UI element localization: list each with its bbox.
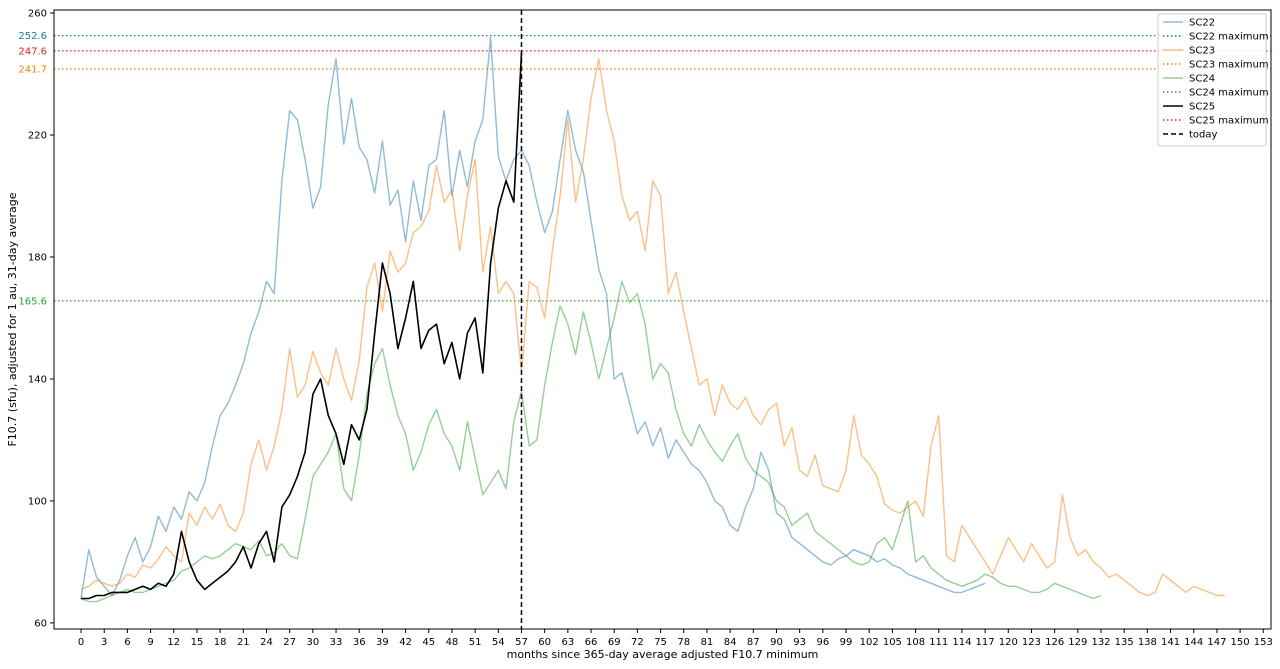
x-tick-label: 126 bbox=[1045, 637, 1064, 648]
x-tick-label: 117 bbox=[976, 637, 995, 648]
x-tick-label: 3 bbox=[101, 637, 107, 648]
axis-ticks: 0 3 6 9 12 15 18 21 24 27 30 33 36 39 42 45 48 51 54 57 60 63… bbox=[28, 9, 1273, 648]
x-tick-label: 75 bbox=[654, 637, 667, 648]
x-tick-label: 153 bbox=[1254, 637, 1273, 648]
x-tick-label: 63 bbox=[561, 637, 574, 648]
x-tick-label: 69 bbox=[608, 637, 621, 648]
x-tick-label: 33 bbox=[330, 637, 343, 648]
x-tick-label: 78 bbox=[677, 637, 690, 648]
y-axis-label: F10.7 (sfu), adjusted for 1 au, 31-day a… bbox=[6, 192, 19, 446]
x-tick-label: 9 bbox=[147, 637, 153, 648]
x-tick-label: 144 bbox=[1184, 637, 1203, 648]
y-tick-label: 260 bbox=[28, 9, 47, 20]
x-tick-label: 27 bbox=[283, 637, 296, 648]
x-tick-label: 54 bbox=[492, 637, 505, 648]
x-tick-label: 141 bbox=[1161, 637, 1180, 648]
plot-area-frame bbox=[53, 9, 1272, 630]
maximum-value-label: 247.6 bbox=[18, 46, 47, 57]
legend-label: today bbox=[1189, 130, 1218, 141]
x-tick-label: 96 bbox=[816, 637, 829, 648]
x-tick-label: 123 bbox=[1022, 637, 1041, 648]
x-tick-label: 48 bbox=[446, 637, 459, 648]
legend-label: SC25 maximum bbox=[1189, 116, 1269, 127]
x-tick-label: 66 bbox=[585, 637, 598, 648]
x-tick-label: 102 bbox=[860, 637, 879, 648]
legend-label: SC24 bbox=[1189, 74, 1215, 85]
maximum-value-label: 252.6 bbox=[18, 31, 47, 42]
x-tick-label: 51 bbox=[469, 637, 482, 648]
x-tick-label: 87 bbox=[747, 637, 760, 648]
series-line-sc23 bbox=[80, 58, 1225, 597]
legend-label: SC24 maximum bbox=[1189, 88, 1269, 99]
y-tick-label: 140 bbox=[28, 374, 47, 385]
x-tick-label: 6 bbox=[124, 637, 130, 648]
x-tick-label: 129 bbox=[1068, 637, 1087, 648]
legend-label: SC22 bbox=[1189, 18, 1215, 29]
series-line-sc22 bbox=[80, 36, 986, 599]
x-tick-label: 138 bbox=[1138, 637, 1157, 648]
x-tick-label: 72 bbox=[631, 637, 644, 648]
x-axis-label: months since 365-day average adjusted F1… bbox=[507, 648, 819, 661]
x-tick-label: 90 bbox=[770, 637, 783, 648]
x-tick-label: 99 bbox=[840, 637, 853, 648]
x-tick-label: 132 bbox=[1091, 637, 1110, 648]
legend-label: SC25 bbox=[1189, 102, 1215, 113]
x-tick-label: 45 bbox=[422, 637, 435, 648]
x-tick-label: 42 bbox=[399, 637, 412, 648]
x-tick-label: 39 bbox=[376, 637, 389, 648]
legend-box bbox=[1157, 13, 1267, 147]
x-tick-label: 24 bbox=[260, 637, 273, 648]
x-tick-label: 30 bbox=[306, 637, 319, 648]
maximum-reference-lines: 252.6 241.7 165.6 247.6 bbox=[18, 31, 1271, 307]
legend-label: SC23 bbox=[1189, 46, 1215, 57]
x-tick-label: 105 bbox=[883, 637, 902, 648]
x-tick-label: 21 bbox=[237, 637, 250, 648]
x-tick-label: 60 bbox=[538, 637, 551, 648]
x-tick-label: 114 bbox=[952, 637, 971, 648]
x-tick-label: 15 bbox=[191, 637, 204, 648]
x-tick-label: 108 bbox=[906, 637, 925, 648]
x-tick-label: 120 bbox=[999, 637, 1018, 648]
y-tick-label: 220 bbox=[28, 131, 47, 142]
x-tick-label: 81 bbox=[701, 637, 714, 648]
x-tick-label: 150 bbox=[1231, 637, 1250, 648]
legend-label: SC22 maximum bbox=[1189, 32, 1269, 43]
maximum-value-label: 165.6 bbox=[18, 296, 47, 307]
x-tick-label: 12 bbox=[167, 637, 180, 648]
x-tick-label: 84 bbox=[724, 637, 737, 648]
x-tick-label: 0 bbox=[78, 637, 84, 648]
x-tick-label: 111 bbox=[929, 637, 948, 648]
x-tick-label: 147 bbox=[1207, 637, 1226, 648]
maximum-value-label: 241.7 bbox=[18, 64, 47, 75]
y-tick-label: 100 bbox=[28, 496, 47, 507]
series-line-sc24 bbox=[80, 280, 1102, 603]
x-tick-label: 135 bbox=[1115, 637, 1134, 648]
x-tick-label: 18 bbox=[214, 637, 227, 648]
x-tick-label: 93 bbox=[793, 637, 806, 648]
y-tick-label: 180 bbox=[28, 252, 47, 263]
legend-label: SC23 maximum bbox=[1189, 60, 1269, 71]
series-line-sc25 bbox=[81, 52, 523, 600]
x-tick-label: 57 bbox=[515, 637, 528, 648]
series-lines bbox=[80, 36, 1225, 603]
y-tick-label: 60 bbox=[34, 618, 47, 629]
x-tick-label: 36 bbox=[353, 637, 366, 648]
legend: SC22 SC22 maximum SC23 SC23 maximum SC24 SC24… bbox=[1157, 13, 1269, 147]
